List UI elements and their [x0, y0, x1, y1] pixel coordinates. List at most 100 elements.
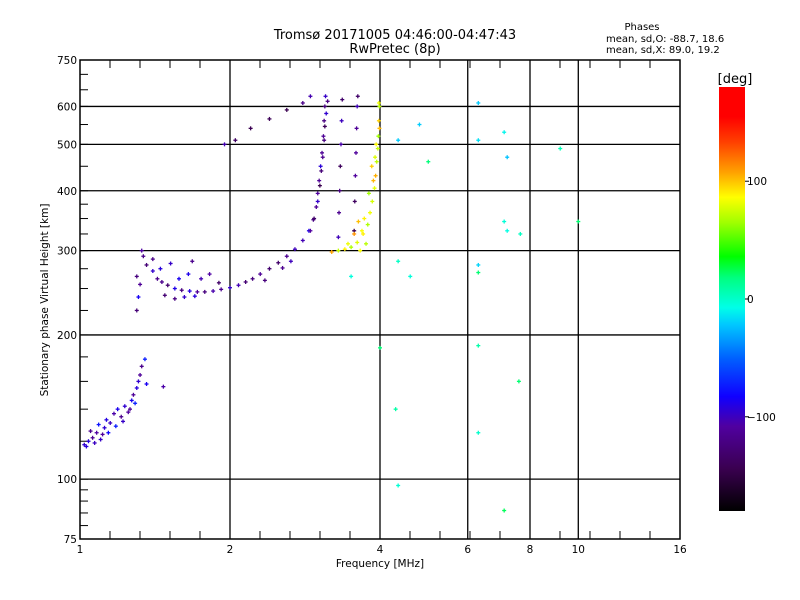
- colorbar-tick-label: 100: [747, 176, 767, 188]
- data-point: [284, 254, 289, 259]
- data-point: [150, 268, 155, 273]
- data-point: [362, 216, 367, 221]
- data-point: [133, 401, 138, 406]
- data-point: [319, 168, 324, 173]
- data-point: [358, 248, 363, 253]
- data-point: [82, 442, 87, 447]
- data-point: [518, 231, 523, 236]
- data-point: [158, 266, 163, 271]
- data-point: [374, 142, 379, 147]
- data-point: [359, 228, 364, 233]
- data-point: [128, 407, 133, 412]
- data-point: [122, 404, 127, 409]
- data-point: [86, 439, 91, 444]
- data-point: [337, 210, 342, 215]
- data-point: [376, 118, 381, 123]
- data-point: [505, 155, 510, 160]
- data-point: [121, 419, 126, 424]
- data-point: [353, 173, 358, 178]
- data-point: [318, 164, 323, 169]
- data-point: [373, 173, 378, 178]
- data-point: [376, 100, 381, 105]
- data-point: [179, 288, 184, 293]
- data-point: [176, 276, 181, 281]
- data-point: [323, 94, 328, 99]
- data-point: [267, 116, 272, 121]
- minor-ticks: [80, 60, 651, 539]
- data-point: [329, 250, 334, 255]
- stats-heading: Phases: [624, 22, 659, 33]
- data-point: [308, 228, 313, 233]
- data-point: [126, 410, 131, 415]
- data-point: [115, 407, 120, 412]
- y-tick-label: 300: [57, 246, 77, 258]
- y-axis-label: Stationary phase Virtual Height [km]: [39, 204, 51, 397]
- data-point: [258, 272, 263, 277]
- data-point: [138, 372, 143, 377]
- y-tick-label: 750: [57, 55, 77, 67]
- data-point: [354, 126, 359, 131]
- data-point: [322, 138, 327, 143]
- data-point: [502, 508, 507, 513]
- data-point: [372, 186, 377, 191]
- y-tick-label: 500: [57, 139, 77, 151]
- data-point: [322, 118, 327, 123]
- data-point: [92, 440, 97, 445]
- data-point: [322, 124, 327, 129]
- data-point: [373, 155, 378, 160]
- data-point: [321, 134, 326, 139]
- y-tick-label: 100: [57, 474, 77, 486]
- grid-lines: [80, 60, 680, 539]
- data-point: [228, 285, 232, 290]
- data-point: [516, 379, 521, 384]
- data-point: [216, 280, 221, 285]
- data-point: [100, 432, 105, 437]
- data-point: [267, 266, 272, 271]
- data-point: [352, 199, 357, 204]
- x-tick-label: 10: [572, 544, 585, 556]
- stats-o-mode: mean, sd,O: -88.7, 18.6: [606, 34, 724, 45]
- data-point: [502, 219, 507, 224]
- data-point: [102, 425, 107, 430]
- data-point: [155, 276, 160, 281]
- y-tick-label: 75: [64, 534, 77, 546]
- x-axis-label: Frequency [MHz]: [336, 558, 424, 570]
- data-point: [349, 245, 354, 250]
- data-point: [243, 279, 248, 284]
- data-point: [134, 274, 139, 279]
- data-point: [320, 150, 325, 155]
- data-point: [108, 420, 113, 425]
- data-point: [202, 289, 207, 294]
- data-point: [187, 289, 192, 294]
- data-point: [236, 283, 241, 288]
- data-point: [396, 259, 401, 264]
- data-point: [186, 272, 191, 277]
- data-point: [342, 247, 347, 252]
- data-point: [98, 437, 103, 442]
- data-point: [141, 254, 146, 259]
- data-point: [476, 270, 481, 275]
- data-point: [262, 278, 267, 283]
- data-point: [376, 134, 381, 139]
- x-tick-label: 4: [377, 544, 384, 556]
- data-point: [172, 296, 177, 301]
- data-point: [366, 191, 371, 196]
- data-point: [222, 142, 227, 147]
- y-tick-labels: 75 100 200 300 400 500 600 750: [57, 55, 77, 546]
- data-point: [84, 444, 89, 449]
- data-point: [300, 100, 305, 105]
- data-point: [356, 219, 361, 224]
- data-point: [377, 126, 382, 131]
- data-point: [284, 107, 289, 112]
- data-point: [129, 398, 134, 403]
- data-point: [371, 178, 376, 183]
- data-point: [248, 126, 253, 131]
- data-point: [113, 424, 118, 429]
- x-tick-labels: 1 2 4 6 8 10 16: [77, 544, 687, 556]
- data-point: [349, 274, 354, 279]
- data-point: [355, 104, 360, 109]
- colorbar-tick-label: −100: [747, 412, 776, 424]
- data-point: [94, 430, 99, 435]
- data-point: [374, 159, 379, 164]
- colorbar-label: [deg]: [718, 72, 753, 87]
